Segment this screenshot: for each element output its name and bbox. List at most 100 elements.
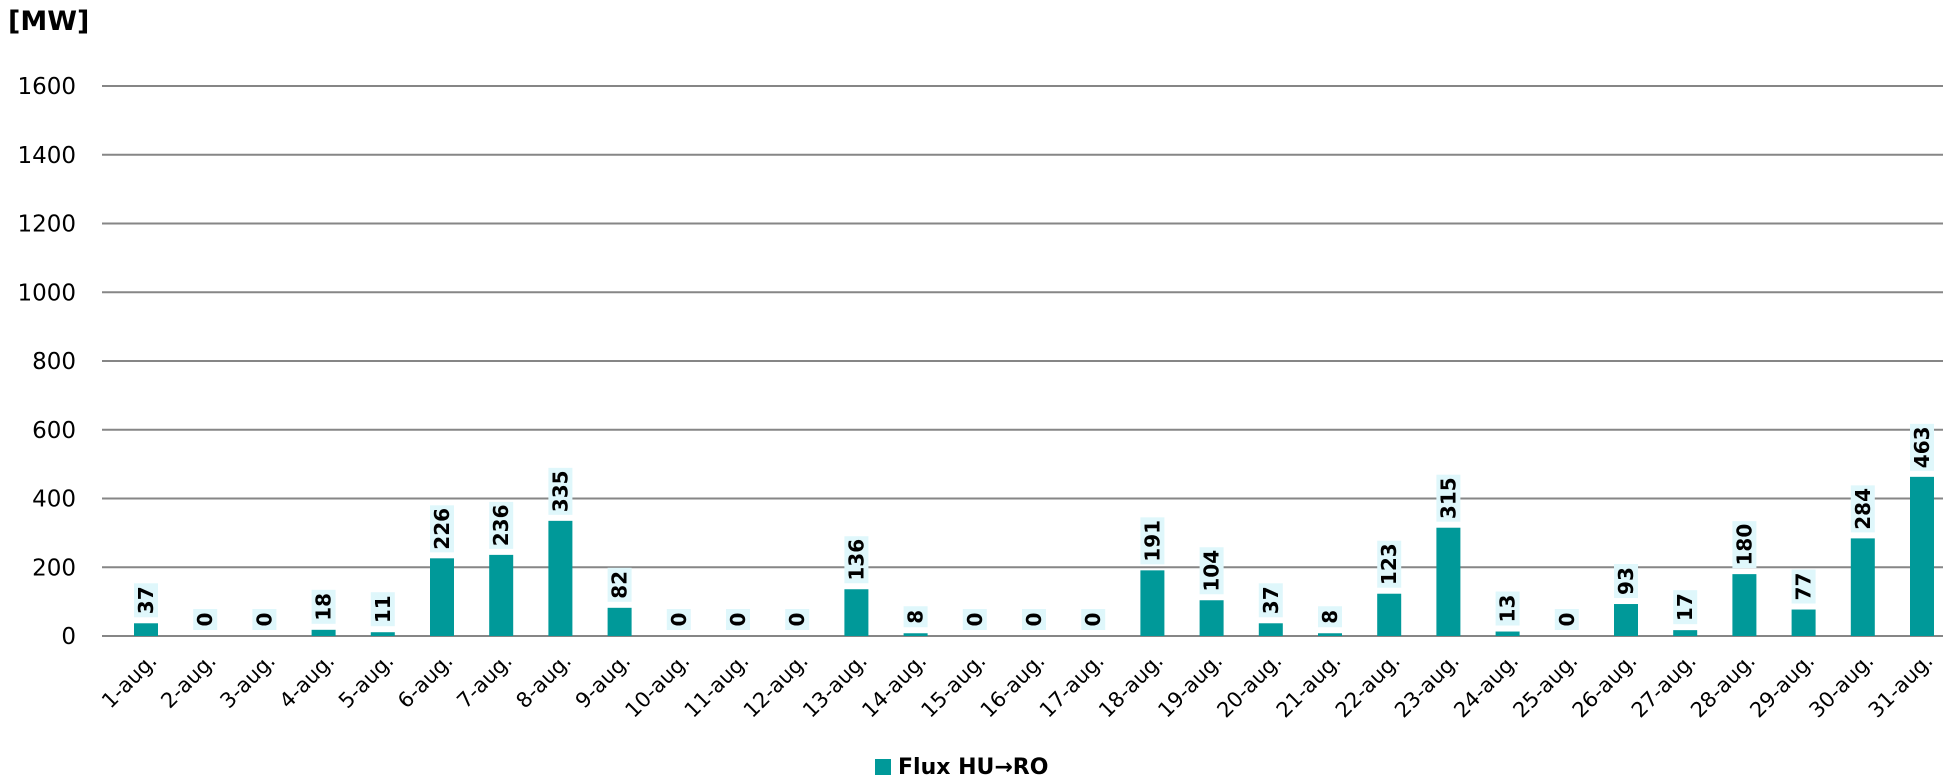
x-tick-label: 8-aug. [512, 649, 576, 713]
data-label: 0 [963, 613, 987, 627]
data-label-background [1140, 517, 1165, 565]
bar [1614, 604, 1638, 636]
data-label-group: 11 [370, 592, 395, 627]
data-label-group: 0 [666, 609, 691, 630]
bar [1436, 527, 1461, 636]
data-label-group: 191 [1140, 517, 1165, 565]
data-label-group: 18 [311, 589, 336, 624]
data-label: 0 [193, 613, 217, 627]
data-label-background [1495, 591, 1520, 626]
data-label: 315 [1436, 477, 1460, 519]
bar [903, 633, 928, 636]
bar [1140, 570, 1165, 636]
data-label: 284 [1851, 488, 1875, 530]
data-label-group: 0 [785, 609, 810, 630]
data-label: 37 [134, 586, 158, 614]
data-label-group: 17 [1673, 590, 1698, 625]
bar [1318, 633, 1342, 636]
bar [1258, 623, 1283, 636]
x-tick-label: 20-aug. [1212, 649, 1286, 723]
data-label-group: 8 [1318, 606, 1342, 628]
data-label: 0 [1081, 613, 1105, 627]
data-label: 104 [1200, 550, 1224, 592]
x-tick-label: 19-aug. [1153, 649, 1227, 723]
data-label-background [1791, 569, 1816, 604]
x-tick-label: 24-aug. [1449, 649, 1523, 723]
data-label-background [1436, 474, 1461, 522]
x-tick-label: 10-aug. [620, 649, 694, 723]
data-label-background [1910, 423, 1934, 471]
x-tick-label: 7-aug. [452, 649, 516, 713]
data-label: 82 [608, 571, 632, 599]
data-label-background [726, 609, 750, 630]
data-label-background [903, 606, 928, 628]
data-label-background [252, 609, 277, 630]
data-label-background [844, 536, 869, 584]
data-label-background [311, 589, 336, 624]
data-label-group: 0 [1554, 609, 1579, 630]
bar [370, 632, 395, 636]
legend-swatch [875, 759, 891, 775]
data-label-background [1318, 606, 1342, 628]
x-tick-label: 25-aug. [1508, 649, 1582, 723]
bar [844, 589, 869, 636]
data-label-group: 136 [844, 536, 869, 584]
data-label-background [785, 609, 810, 630]
bar [1791, 609, 1816, 636]
x-tick-label: 2-aug. [156, 649, 220, 713]
data-label: 0 [1555, 613, 1579, 627]
data-label: 0 [1022, 613, 1046, 627]
bar [311, 629, 336, 636]
data-label-background [1081, 609, 1106, 630]
data-label: 0 [785, 613, 809, 627]
x-tick-label: 28-aug. [1686, 649, 1760, 723]
data-label-group: 82 [607, 567, 632, 602]
data-label-background [1614, 564, 1638, 599]
bar [1910, 476, 1934, 636]
data-label-group: 284 [1850, 485, 1875, 533]
bar [548, 520, 573, 636]
data-label: 136 [844, 539, 868, 581]
y-tick-label: 1400 [17, 143, 76, 169]
data-label: 191 [1140, 520, 1164, 562]
data-label-group: 236 [489, 501, 514, 549]
data-label-background [193, 609, 218, 630]
x-tick-label: 22-aug. [1331, 649, 1405, 723]
data-label-background [1673, 590, 1698, 625]
data-label-group: 0 [962, 609, 987, 630]
data-label-group: 37 [1258, 583, 1283, 618]
x-tick-label: 6-aug. [393, 649, 457, 713]
data-label-group: 0 [193, 609, 218, 630]
data-label-group: 123 [1377, 540, 1402, 588]
data-label: 236 [489, 505, 513, 547]
data-label: 11 [371, 595, 395, 623]
x-tick-label: 15-aug. [916, 649, 990, 723]
data-label-background [1377, 540, 1402, 588]
data-label: 8 [1318, 610, 1342, 624]
x-tick-label: 27-aug. [1627, 649, 1701, 723]
data-label-group: 37 [134, 583, 158, 618]
x-tick-label: 23-aug. [1390, 649, 1464, 723]
bar [1850, 538, 1875, 636]
data-label: 13 [1496, 595, 1520, 623]
y-tick-label: 600 [32, 418, 76, 444]
data-label-background [489, 501, 514, 549]
data-label-background [962, 609, 987, 630]
data-label: 180 [1732, 524, 1756, 566]
data-label-group: 13 [1495, 591, 1520, 626]
data-label-background [1554, 609, 1579, 630]
bar [1495, 631, 1520, 636]
bar [134, 623, 158, 636]
data-label-group: 0 [252, 609, 277, 630]
bar [1377, 593, 1402, 636]
bar [430, 558, 454, 636]
data-label: 0 [252, 613, 276, 627]
x-tick-label: 31-aug. [1864, 649, 1938, 723]
y-tick-label: 200 [32, 555, 76, 581]
y-tick-label: 400 [32, 487, 76, 513]
y-tick-label: 1000 [17, 280, 76, 306]
data-label-group: 93 [1614, 564, 1638, 599]
data-label-group: 315 [1436, 474, 1461, 522]
